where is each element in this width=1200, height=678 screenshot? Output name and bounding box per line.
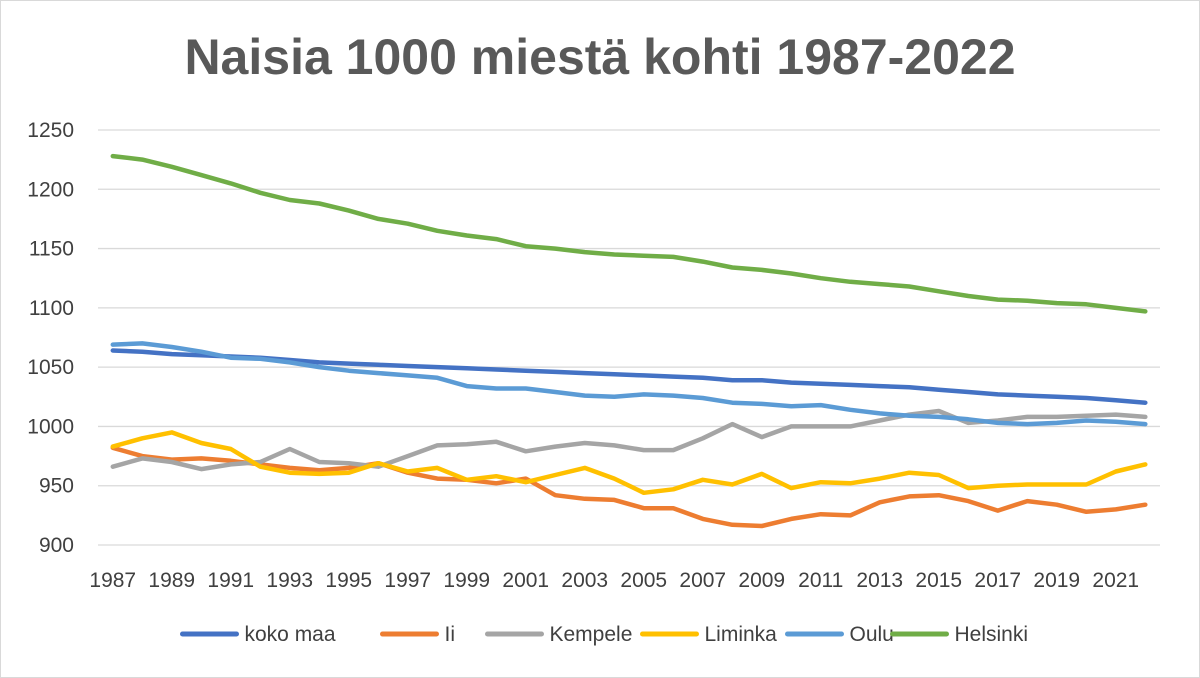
legend: koko maa Ii Kempele Liminka Oulu Helsinki	[180, 623, 1029, 646]
series-line-oulu	[110, 341, 1148, 427]
x-axis-ticks: 1987 1989 1991 1993 1995 1997 1999 2001 2003 2005…	[89, 569, 1139, 592]
x-tick-label: 2009	[738, 569, 785, 592]
y-tick-label: 1050	[27, 356, 74, 379]
y-tick-label: 1150	[29, 238, 74, 261]
legend-label: Kempele	[550, 623, 633, 646]
y-tick-label: 950	[39, 475, 74, 498]
legend-item: Ii	[380, 623, 456, 646]
x-tick-label: 1997	[384, 569, 431, 592]
legend-label: Helsinki	[955, 623, 1029, 646]
chart-title: Naisia 1000 miestä kohti 1987-2022	[184, 29, 1016, 85]
y-tick-label: 900	[39, 534, 74, 557]
series-lines	[110, 153, 1148, 529]
legend-item: Helsinki	[890, 623, 1029, 646]
legend-item: koko maa	[180, 623, 336, 646]
legend-label: Oulu	[850, 623, 894, 646]
x-tick-label: 1989	[148, 569, 195, 592]
series-line-liminka	[110, 430, 1148, 496]
x-tick-label: 1995	[325, 569, 372, 592]
x-tick-label: 2005	[620, 569, 667, 592]
x-tick-label: 2015	[915, 569, 962, 592]
legend-label: koko maa	[245, 623, 336, 646]
x-tick-label: 2017	[974, 569, 1021, 592]
series-line-kempele	[110, 408, 1148, 472]
y-tick-label: 1200	[27, 178, 74, 201]
x-tick-label: 2007	[679, 569, 726, 592]
legend-item: Liminka	[640, 623, 778, 646]
y-tick-label: 1100	[29, 297, 74, 320]
series-line-ii	[110, 445, 1148, 529]
series-line-helsinki	[110, 153, 1148, 314]
x-tick-label: 1999	[443, 569, 490, 592]
gridlines	[98, 129, 1160, 546]
x-tick-label: 2013	[856, 569, 903, 592]
x-tick-label: 2001	[502, 569, 549, 592]
x-tick-label: 2019	[1033, 569, 1080, 592]
x-tick-label: 1993	[266, 569, 313, 592]
x-tick-label: 2011	[798, 569, 843, 592]
y-tick-label: 1000	[27, 415, 74, 438]
legend-label: Liminka	[705, 623, 778, 646]
legend-item: Kempele	[485, 623, 633, 646]
y-tick-label: 1250	[27, 119, 74, 142]
x-tick-label: 1987	[89, 569, 136, 592]
legend-label: Ii	[445, 623, 456, 646]
x-tick-label: 2021	[1092, 569, 1139, 592]
legend-item: Oulu	[785, 623, 894, 646]
y-axis-ticks: 900 950 1000 1050 1100 1150 1200 1250	[27, 119, 74, 557]
x-tick-label: 1991	[207, 569, 254, 592]
x-tick-label: 2003	[561, 569, 608, 592]
